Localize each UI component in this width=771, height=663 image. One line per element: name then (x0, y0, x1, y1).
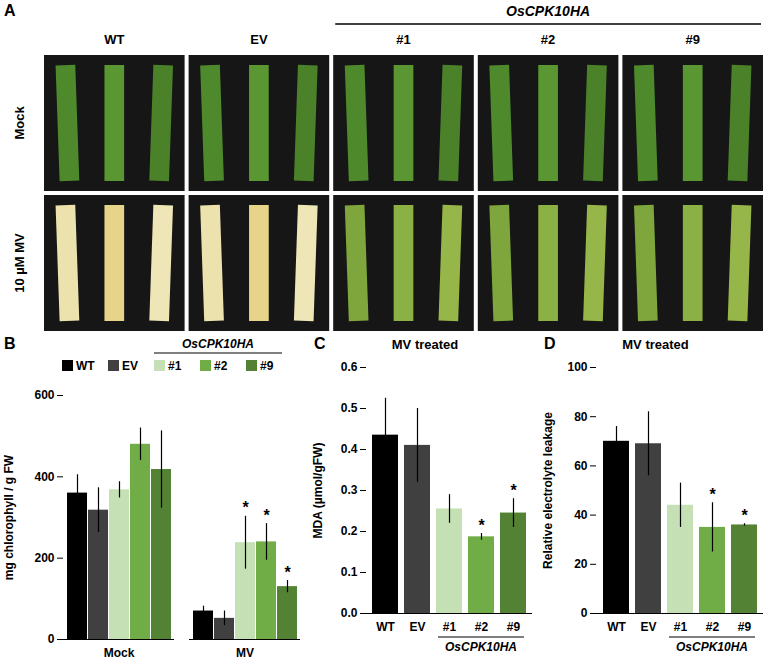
svg-text:10 µM MV: 10 µM MV (12, 233, 27, 293)
svg-text:EV: EV (250, 32, 268, 47)
svg-text:#9: #9 (507, 620, 521, 634)
svg-text:*: * (284, 564, 291, 581)
svg-text:mg chlorophyll / g FW: mg chlorophyll / g FW (2, 454, 16, 580)
svg-text:0.1: 0.1 (341, 565, 358, 579)
html-text:B: B (4, 335, 16, 352)
svg-text:WT: WT (376, 620, 395, 634)
svg-text:0.0: 0.0 (341, 606, 358, 620)
svg-text:100: 100 (567, 360, 587, 374)
svg-text:Relative electrolyte leakage: Relative electrolyte leakage (541, 412, 555, 569)
svg-text:OsCPK10HA: OsCPK10HA (182, 337, 254, 351)
svg-text:20: 20 (574, 557, 588, 571)
svg-text:#2: #2 (541, 32, 555, 47)
svg-text:#9: #9 (738, 620, 752, 634)
svg-text:Mock: Mock (12, 106, 27, 140)
svg-text:600: 600 (34, 388, 54, 402)
svg-text:*: * (478, 517, 485, 534)
svg-text:#2: #2 (706, 620, 720, 634)
svg-text:MV: MV (236, 646, 254, 660)
svg-text:*: * (242, 499, 249, 516)
svg-text:WT: WT (104, 32, 124, 47)
svg-text:#1: #1 (443, 620, 457, 634)
svg-text:OsCPK10HA: OsCPK10HA (676, 640, 748, 654)
svg-text:0.3: 0.3 (341, 483, 358, 497)
svg-text:#9: #9 (260, 359, 274, 373)
svg-text:#2: #2 (214, 359, 228, 373)
svg-text:OsCPK10HA: OsCPK10HA (445, 640, 517, 654)
svg-text:40: 40 (574, 508, 588, 522)
html-text:MV treated: MV treated (391, 337, 459, 352)
svg-text:*: * (263, 507, 270, 524)
html-text:D: D (544, 335, 556, 352)
svg-text:WT: WT (76, 359, 95, 373)
svg-text:#2: #2 (475, 620, 489, 634)
svg-text:#1: #1 (396, 32, 410, 47)
svg-text:#1: #1 (674, 620, 688, 634)
svg-text:80: 80 (574, 410, 588, 424)
svg-text:*: * (741, 507, 748, 524)
svg-text:0.5: 0.5 (341, 401, 358, 415)
svg-text:EV: EV (640, 620, 656, 634)
svg-text:0.2: 0.2 (341, 524, 358, 538)
svg-text:Mock: Mock (104, 646, 135, 660)
svg-text:400: 400 (34, 470, 54, 484)
svg-text:A: A (4, 2, 16, 19)
svg-text:0.4: 0.4 (341, 442, 358, 456)
svg-text:60: 60 (574, 459, 588, 473)
svg-text:0: 0 (581, 606, 588, 620)
svg-text:0: 0 (48, 632, 55, 646)
svg-text:*: * (510, 482, 517, 499)
svg-text:#9: #9 (685, 32, 699, 47)
svg-text:EV: EV (409, 620, 425, 634)
svg-text:OsCPK10HA: OsCPK10HA (506, 3, 590, 19)
svg-text:#1: #1 (168, 359, 182, 373)
html-text:MV treated: MV treated (622, 337, 689, 352)
svg-text:200: 200 (34, 551, 54, 565)
svg-text:WT: WT (607, 620, 626, 634)
svg-text:MDA (µmol/gFW): MDA (µmol/gFW) (311, 443, 325, 539)
svg-text:0.6: 0.6 (341, 360, 358, 374)
svg-text:EV: EV (122, 359, 138, 373)
html-text:C: C (314, 335, 326, 352)
svg-text:*: * (709, 486, 716, 503)
